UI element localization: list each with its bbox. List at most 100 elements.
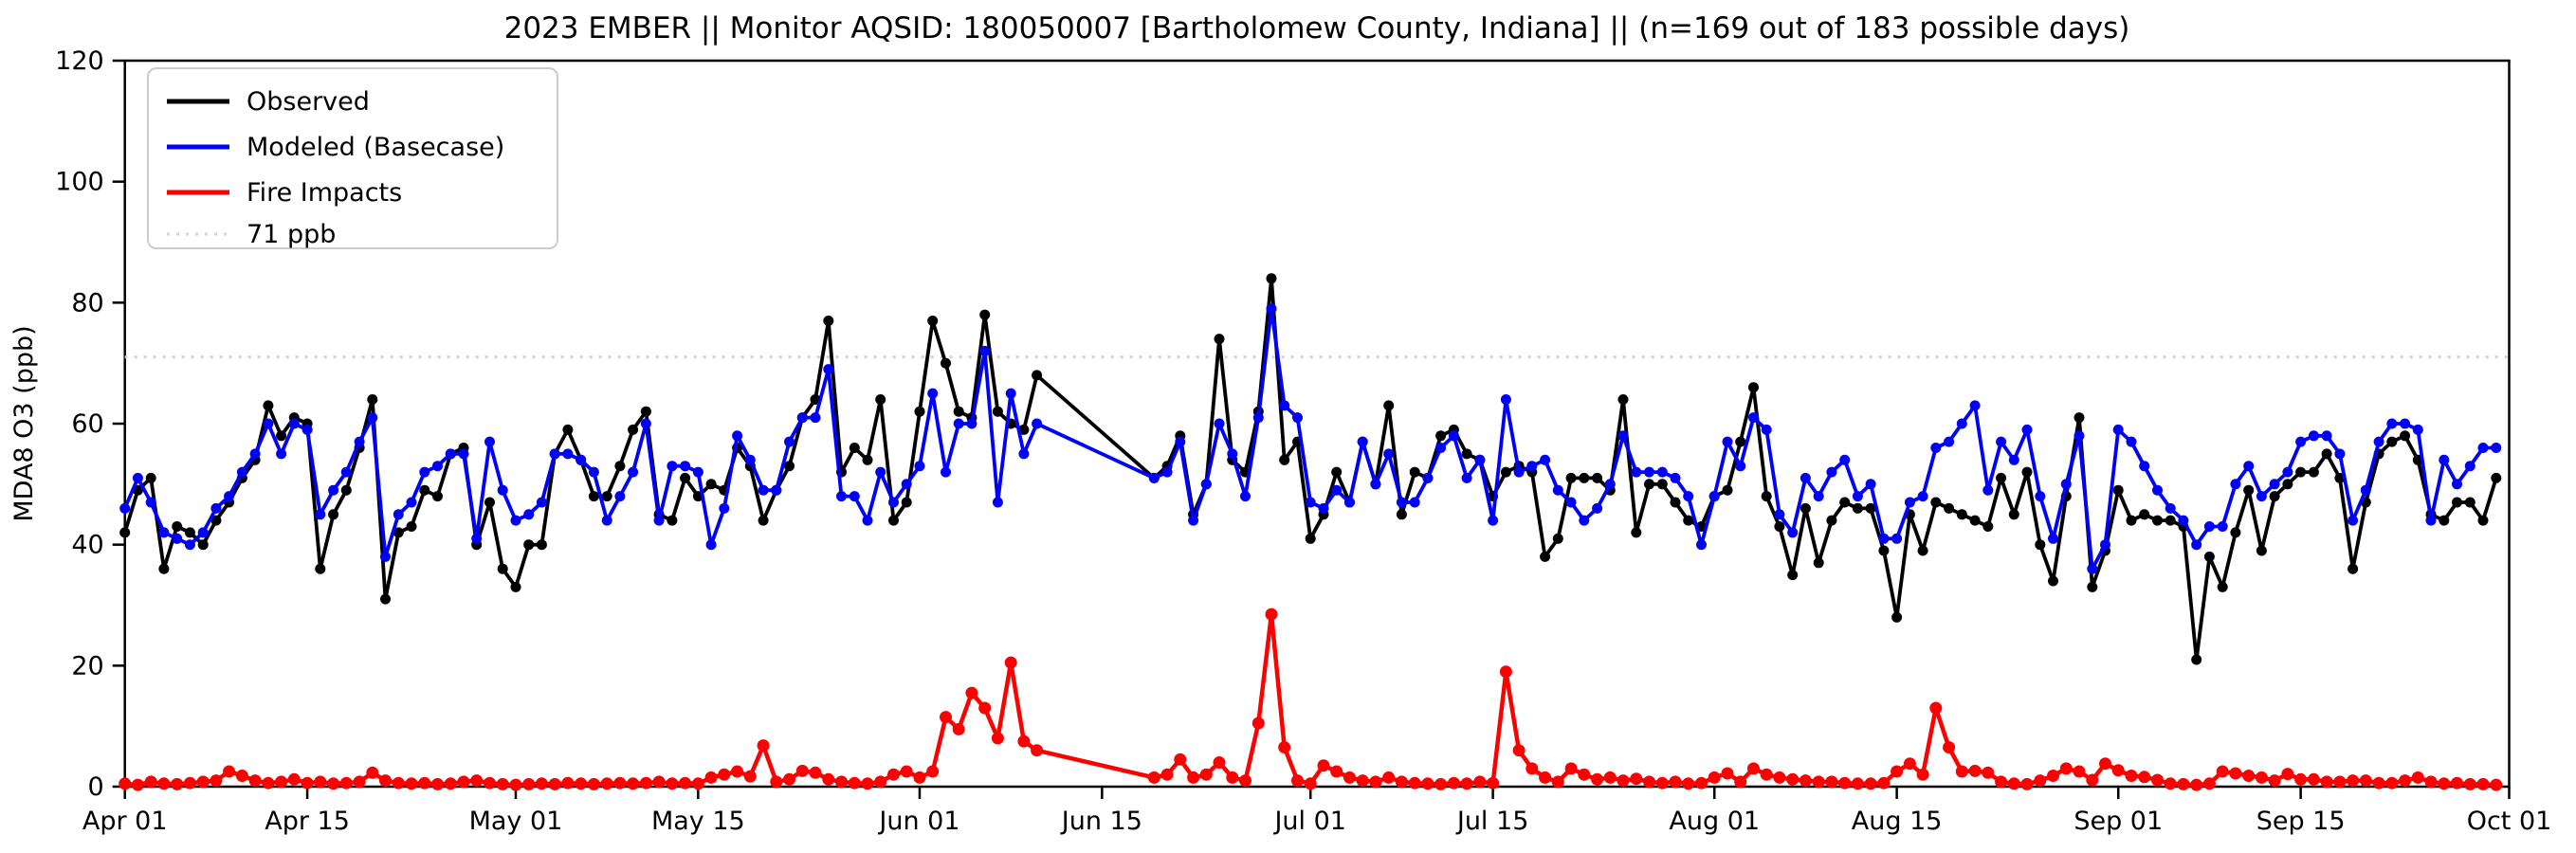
data-point [1696, 539, 1707, 551]
data-point [1982, 766, 1995, 779]
data-point [1996, 436, 2007, 447]
data-point [2021, 424, 2033, 435]
data-point [575, 454, 587, 465]
data-point [1956, 418, 1967, 429]
y-tick-label: 60 [71, 409, 103, 439]
data-point [861, 777, 874, 790]
data-point [1826, 466, 1837, 478]
y-tick-label: 120 [55, 46, 104, 76]
data-point [1655, 776, 1669, 789]
data-point [2399, 774, 2412, 788]
data-point [1500, 466, 1511, 478]
data-point [1721, 767, 1734, 780]
data-point [1656, 466, 1668, 478]
data-point [953, 406, 964, 417]
data-point [1383, 400, 1395, 411]
data-point [2255, 771, 2268, 784]
data-point [380, 593, 391, 605]
series-fire-impacts [119, 608, 2503, 791]
data-point [1279, 454, 1290, 465]
data-point [484, 436, 495, 447]
data-point [1774, 509, 1785, 520]
data-point [2373, 436, 2384, 447]
data-point [2348, 515, 2359, 526]
legend-box [147, 67, 558, 249]
data-point [1851, 777, 1864, 790]
data-point [901, 497, 912, 508]
data-point [1305, 497, 1316, 508]
data-point [1930, 443, 1942, 453]
data-point [2112, 424, 2124, 435]
data-point [210, 774, 223, 788]
data-point [1917, 545, 1928, 556]
data-point [1435, 443, 1447, 453]
data-point [2203, 521, 2215, 532]
data-point [1944, 502, 1955, 514]
data-point [497, 484, 508, 496]
data-point [1916, 768, 1929, 781]
data-point [419, 484, 430, 496]
data-point [301, 424, 313, 435]
data-point [2452, 479, 2462, 490]
data-point [1631, 527, 1642, 538]
data-point [1161, 466, 1173, 478]
data-point [276, 430, 287, 442]
data-point [835, 775, 848, 789]
data-point [1800, 472, 1811, 483]
data-point [1251, 717, 1265, 730]
data-point [1499, 665, 1512, 679]
legend-entry-fire: Fire Impacts [167, 178, 402, 208]
data-point [458, 448, 469, 460]
data-point [2464, 461, 2476, 472]
data-point [1200, 479, 1212, 490]
data-point [1199, 768, 1213, 781]
data-point [1722, 484, 1733, 496]
data-point [978, 701, 992, 715]
data-point [263, 418, 274, 429]
data-point [1369, 775, 1382, 789]
data-point [1748, 412, 1759, 424]
data-point [2060, 479, 2072, 490]
data-point [275, 775, 288, 789]
data-point [2007, 777, 2020, 790]
data-point [172, 521, 183, 532]
data-point [340, 466, 352, 478]
data-point [1603, 771, 1617, 784]
data-point [1813, 557, 1824, 569]
data-point [2086, 773, 2099, 787]
data-point [1722, 436, 1733, 447]
data-point [2059, 762, 2073, 775]
x-tick-label: May 15 [651, 807, 745, 836]
x-tick-label: Jun 15 [1060, 807, 1142, 836]
data-point [2400, 430, 2411, 442]
data-point [914, 406, 925, 417]
data-point [1421, 777, 1434, 790]
data-point [328, 509, 339, 520]
data-point [1004, 656, 1017, 669]
y-tick-label: 0 [88, 772, 104, 802]
x-tick-label: Aug 01 [1669, 807, 1760, 836]
data-point [1708, 771, 1721, 784]
data-point [562, 448, 574, 460]
data-point [667, 461, 678, 472]
data-point [992, 406, 1003, 417]
y-axis-ticks: 0 20 40 60 80 100 120 [55, 46, 125, 802]
data-point [1761, 424, 1772, 435]
data-point [379, 774, 392, 788]
x-tick-label: Jun 01 [877, 807, 959, 836]
data-point [1292, 412, 1303, 424]
data-point [1344, 497, 1355, 508]
data-point [2020, 777, 2034, 790]
data-point [1773, 771, 1786, 784]
data-point [1786, 772, 1800, 786]
data-point [575, 777, 588, 790]
data-point [2256, 545, 2267, 556]
data-point [1461, 448, 1472, 460]
data-point [1787, 527, 1799, 538]
data-point [613, 776, 627, 789]
data-point [288, 418, 300, 429]
data-point [875, 466, 886, 478]
data-point [523, 509, 535, 520]
data-point [2334, 448, 2346, 460]
